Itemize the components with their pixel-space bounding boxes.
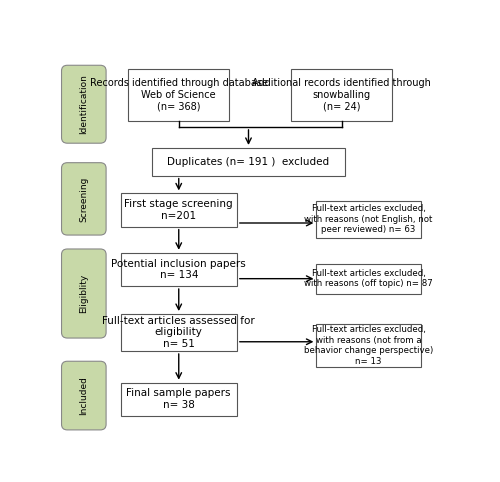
FancyBboxPatch shape: [62, 361, 106, 430]
FancyBboxPatch shape: [62, 65, 106, 143]
Text: Final sample papers
n= 38: Final sample papers n= 38: [126, 388, 231, 410]
Text: Included: Included: [80, 376, 88, 415]
FancyBboxPatch shape: [120, 253, 237, 286]
FancyBboxPatch shape: [62, 249, 106, 338]
FancyBboxPatch shape: [316, 324, 421, 367]
FancyBboxPatch shape: [120, 193, 237, 227]
Text: Full-text articles excluded,
with reasons (not English, not
peer reviewed) n= 63: Full-text articles excluded, with reason…: [304, 204, 433, 234]
Text: Identification: Identification: [80, 74, 88, 134]
Text: Eligiblity: Eligiblity: [80, 274, 88, 313]
FancyBboxPatch shape: [316, 264, 421, 294]
Text: Screening: Screening: [80, 176, 88, 222]
Text: Additional records identified through
snowballing
(n= 24): Additional records identified through sn…: [252, 79, 431, 111]
FancyBboxPatch shape: [120, 314, 237, 351]
FancyBboxPatch shape: [152, 148, 346, 175]
FancyBboxPatch shape: [316, 201, 421, 238]
FancyBboxPatch shape: [120, 383, 237, 416]
Text: Duplicates (n= 191 )  excluded: Duplicates (n= 191 ) excluded: [168, 157, 330, 167]
Text: Records identified through database
Web of Science
(n= 368): Records identified through database Web …: [90, 79, 268, 111]
FancyBboxPatch shape: [128, 69, 229, 121]
FancyBboxPatch shape: [62, 163, 106, 235]
Text: Potential inclusion papers
n= 134: Potential inclusion papers n= 134: [112, 258, 246, 280]
Text: First stage screening
n=201: First stage screening n=201: [124, 199, 233, 221]
Text: Full-text articles excluded,
with reasons (not from a
behavior change perspectiv: Full-text articles excluded, with reason…: [304, 325, 433, 365]
FancyBboxPatch shape: [291, 69, 392, 121]
Text: Full-text articles assessed for
eligibility
n= 51: Full-text articles assessed for eligibil…: [102, 316, 255, 349]
Text: Full-text articles excluded,
with reasons (off topic) n= 87: Full-text articles excluded, with reason…: [304, 269, 433, 288]
